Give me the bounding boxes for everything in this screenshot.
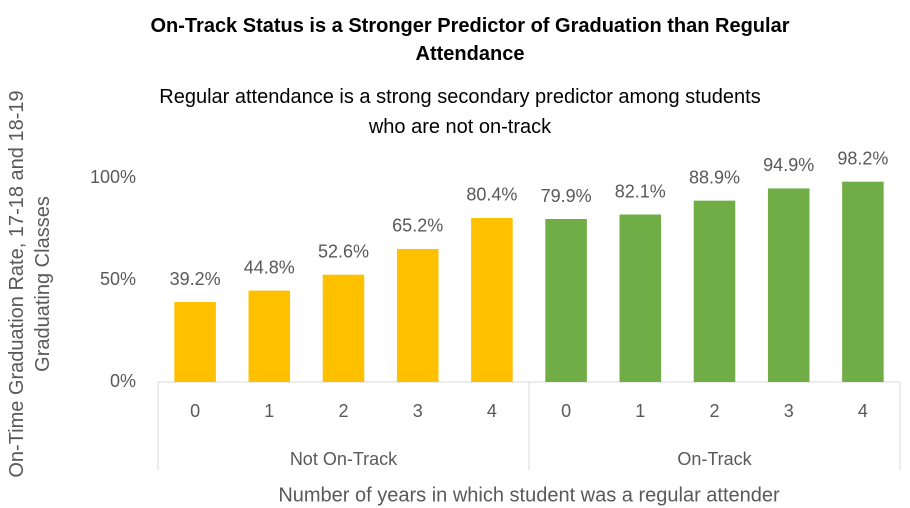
x-tick-label: 2 (338, 401, 348, 421)
data-label: 94.9% (763, 155, 814, 175)
x-tick-label: 3 (413, 401, 423, 421)
bar (322, 274, 365, 382)
bar (693, 200, 736, 382)
x-tick-label: 0 (561, 401, 571, 421)
data-label: 65.2% (392, 216, 443, 236)
y-tick-label: 0% (110, 371, 136, 391)
bar (619, 214, 662, 382)
data-label: 39.2% (170, 269, 221, 289)
data-label: 79.9% (541, 186, 592, 206)
bar (471, 217, 513, 382)
data-label: 80.4% (466, 185, 517, 205)
x-tick-label: 3 (784, 401, 794, 421)
bar (396, 248, 439, 382)
bar (248, 290, 291, 382)
group-label: Not On-Track (290, 449, 398, 469)
chart-subtitle: Regular attendance is a strong secondary… (159, 86, 761, 138)
bar (545, 219, 587, 382)
x-tick-label: 1 (264, 401, 274, 421)
x-axis-title: Number of years in which student was a r… (278, 484, 780, 506)
bar (842, 181, 884, 382)
x-tick-label: 1 (635, 401, 645, 421)
y-tick-label: 50% (100, 269, 136, 289)
group-label: On-Track (677, 449, 752, 469)
x-tick-label: 0 (190, 401, 200, 421)
chart-title: On-Track Status is a Stronger Predictor … (150, 15, 790, 65)
data-label: 88.9% (689, 167, 740, 187)
data-label: 82.1% (615, 181, 666, 201)
y-tick-label: 100% (90, 167, 136, 187)
x-tick-label: 4 (487, 401, 497, 421)
x-tick-label: 2 (709, 401, 719, 421)
data-label: 44.8% (244, 257, 295, 277)
data-label: 52.6% (318, 241, 369, 261)
bar (174, 302, 216, 382)
x-tick-label: 4 (858, 401, 868, 421)
data-label: 98.2% (837, 148, 888, 168)
bar (767, 188, 810, 382)
